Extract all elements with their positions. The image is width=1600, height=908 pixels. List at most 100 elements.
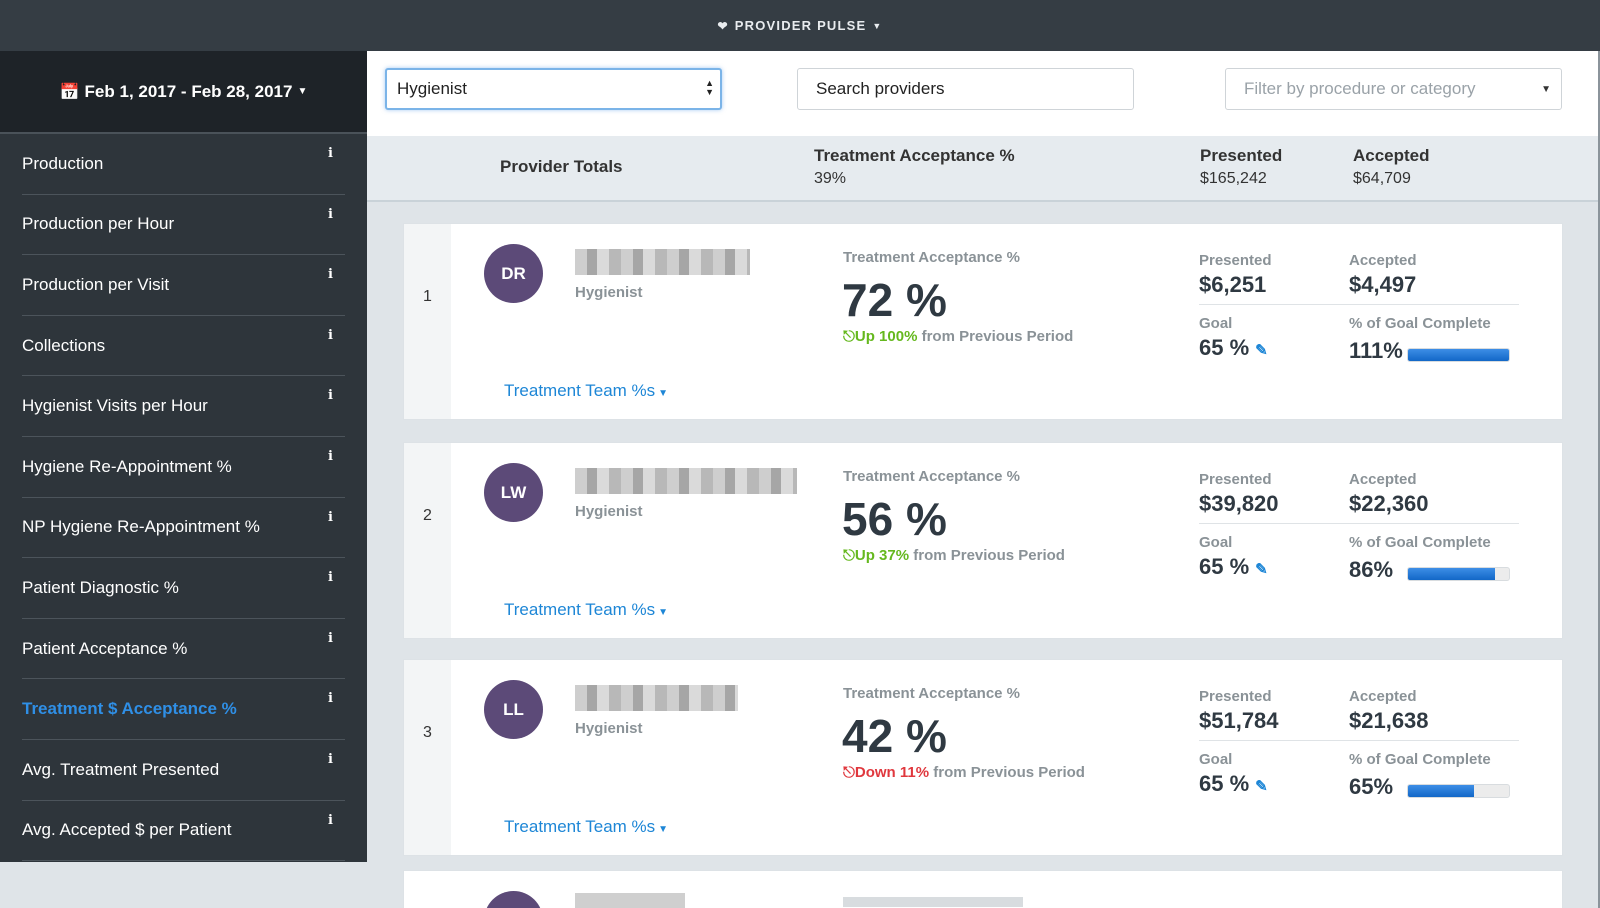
totals-presented-value: $165,242 bbox=[1200, 170, 1267, 187]
avatar: LW bbox=[484, 463, 543, 522]
trend-text: ⎋Up 100% from Previous Period bbox=[843, 328, 1073, 345]
provider-name-redacted bbox=[575, 249, 750, 275]
app-title: PROVIDER PULSE bbox=[734, 18, 867, 33]
pencil-icon[interactable]: ✎ bbox=[1255, 561, 1268, 578]
sidebar-item-collections[interactable]: Collections i bbox=[22, 316, 345, 377]
chevron-down-icon: ▼ bbox=[658, 824, 669, 835]
totals-ta-value: 39% bbox=[814, 170, 847, 187]
trend-up-icon: ⎋ bbox=[843, 328, 855, 345]
sidebar-item-label: Patient Diagnostic % bbox=[22, 577, 179, 597]
provider-role: Hygienist bbox=[575, 284, 643, 301]
sidebar-item-production-per-visit[interactable]: Production per Visit i bbox=[22, 255, 345, 316]
info-icon[interactable]: i bbox=[328, 206, 333, 222]
pencil-icon[interactable]: ✎ bbox=[1255, 342, 1268, 359]
sidebar-item-label: Hygienist Visits per Hour bbox=[22, 396, 208, 416]
trend-up-icon: ⎋ bbox=[843, 547, 855, 564]
totals-ta: Treatment Acceptance % 39% bbox=[814, 146, 1015, 188]
info-icon[interactable]: i bbox=[328, 570, 333, 586]
info-icon[interactable]: i bbox=[328, 388, 333, 404]
goal-label: Goal bbox=[1199, 315, 1233, 332]
info-icon[interactable]: i bbox=[328, 267, 333, 283]
accepted-value: $22,360 bbox=[1349, 491, 1429, 516]
date-range-picker[interactable]: 📅 Feb 1, 2017 - Feb 28, 2017 ▼ bbox=[0, 51, 367, 134]
sidebar-item-avg-accepted-per-patient[interactable]: Avg. Accepted $ per Patient i bbox=[22, 801, 345, 862]
presented-value: $6,251 bbox=[1199, 272, 1267, 297]
info-icon[interactable]: i bbox=[328, 630, 333, 646]
sidebar-item-hygienist-visits[interactable]: Hygienist Visits per Hour i bbox=[22, 376, 345, 437]
info-icon[interactable]: i bbox=[328, 448, 333, 464]
provider-card: 2 LW Hygienist Treatment Team %s ▼ Treatm… bbox=[403, 442, 1563, 639]
procedure-filter-select[interactable]: Filter by procedure or category ▼ bbox=[1225, 68, 1562, 110]
info-icon[interactable]: i bbox=[328, 751, 333, 767]
goal-complete-label: % of Goal Complete bbox=[1349, 751, 1491, 768]
sidebar-item-avg-treatment-presented[interactable]: Avg. Treatment Presented i bbox=[22, 740, 345, 801]
sidebar-item-label: Collections bbox=[22, 335, 106, 355]
info-icon[interactable]: i bbox=[328, 691, 333, 707]
team-link-label: Treatment Team %s bbox=[504, 381, 656, 400]
goal-value: 65 % ✎ bbox=[1199, 335, 1268, 361]
date-range-label: Feb 1, 2017 - Feb 28, 2017 bbox=[84, 81, 293, 101]
trend-suffix: from Previous Period bbox=[913, 547, 1065, 564]
accepted-value: $4,497 bbox=[1349, 272, 1417, 297]
trend-change: Down 11% bbox=[854, 764, 930, 781]
sidebar-item-label: Avg. Treatment Presented bbox=[22, 759, 220, 779]
goal-progress-fill bbox=[1408, 568, 1495, 580]
sidebar-item-production-per-hour[interactable]: Production per Hour i bbox=[22, 195, 345, 256]
goal-value-text: 65 % bbox=[1199, 335, 1250, 360]
provider-name-redacted bbox=[575, 685, 738, 711]
goal-progress-fill bbox=[1408, 349, 1509, 361]
trend-suffix: from Previous Period bbox=[933, 764, 1085, 781]
divider bbox=[1199, 304, 1519, 305]
trend-change: Up 37% bbox=[854, 547, 910, 564]
goal-label: Goal bbox=[1199, 534, 1233, 551]
sidebar-item-production[interactable]: Production i bbox=[22, 134, 345, 195]
filter-placeholder: Filter by procedure or category bbox=[1244, 79, 1476, 98]
sidebar-item-patient-acceptance[interactable]: Patient Acceptance % i bbox=[22, 619, 345, 680]
rank-column bbox=[404, 443, 451, 638]
heart-pulse-icon: ❤ bbox=[717, 18, 729, 33]
treatment-team-link[interactable]: Treatment Team %s ▼ bbox=[504, 817, 668, 837]
goal-progress-fill bbox=[1408, 785, 1474, 797]
role-select[interactable]: Hygienist ▲ ▼ bbox=[385, 68, 722, 110]
select-arrows-icon: ▲ ▼ bbox=[705, 78, 714, 97]
goal-complete-value: 111% bbox=[1349, 338, 1403, 363]
calendar-icon: 📅 bbox=[59, 83, 80, 101]
info-icon[interactable]: i bbox=[328, 509, 333, 525]
avatar: DR bbox=[484, 244, 543, 303]
totals-presented: Presented $165,242 bbox=[1200, 146, 1282, 188]
pencil-icon[interactable]: ✎ bbox=[1255, 778, 1268, 795]
sidebar-item-treatment-acceptance[interactable]: Treatment $ Acceptance % i bbox=[22, 679, 345, 740]
provider-rank: 1 bbox=[423, 288, 432, 305]
goal-value-text: 65 % bbox=[1199, 771, 1250, 796]
rank-column bbox=[404, 224, 451, 419]
ta-label: Treatment Acceptance % bbox=[843, 468, 1021, 485]
presented-value: $39,820 bbox=[1199, 491, 1279, 516]
trend-text: ⎋Down 11% from Previous Period bbox=[843, 764, 1085, 781]
provider-rank: 2 bbox=[423, 507, 432, 524]
sidebar-item-np-hygiene-reappointment[interactable]: NP Hygiene Re-Appointment % i bbox=[22, 498, 345, 559]
main-content: Hygienist ▲▼ Filter by procedure or cate… bbox=[367, 51, 1598, 908]
presented-value: $51,784 bbox=[1199, 708, 1279, 733]
ta-value: 56 % bbox=[842, 493, 947, 545]
totals-presented-label: Presented bbox=[1200, 146, 1283, 165]
goal-complete-value: 65% bbox=[1349, 774, 1394, 799]
goal-value: 65 % ✎ bbox=[1199, 554, 1268, 580]
info-icon[interactable]: i bbox=[328, 146, 333, 161]
provider-card-partial bbox=[403, 870, 1563, 908]
sidebar-item-hygiene-reappointment[interactable]: Hygiene Re-Appointment % i bbox=[22, 437, 345, 498]
sidebar-item-label: Production per Visit bbox=[22, 274, 170, 294]
sidebar-item-patient-diagnostic[interactable]: Patient Diagnostic % i bbox=[22, 558, 345, 619]
provider-card: 3 LL Hygienist Treatment Team %s ▼ Treatm… bbox=[403, 659, 1563, 856]
accepted-label: Accepted bbox=[1349, 471, 1417, 488]
info-icon[interactable]: i bbox=[328, 812, 333, 828]
top-bar[interactable]: ❤ PROVIDER PULSE ▼ bbox=[0, 0, 1600, 51]
search-input[interactable] bbox=[797, 68, 1134, 110]
team-link-label: Treatment Team %s bbox=[504, 600, 656, 619]
treatment-team-link[interactable]: Treatment Team %s ▼ bbox=[504, 600, 668, 620]
goal-label: Goal bbox=[1199, 751, 1233, 768]
goal-complete-label: % of Goal Complete bbox=[1349, 534, 1491, 551]
treatment-team-link[interactable]: Treatment Team %s ▼ bbox=[504, 381, 668, 401]
info-icon[interactable]: i bbox=[328, 327, 333, 343]
goal-complete-label: % of Goal Complete bbox=[1349, 315, 1491, 332]
rank-column bbox=[404, 660, 451, 855]
